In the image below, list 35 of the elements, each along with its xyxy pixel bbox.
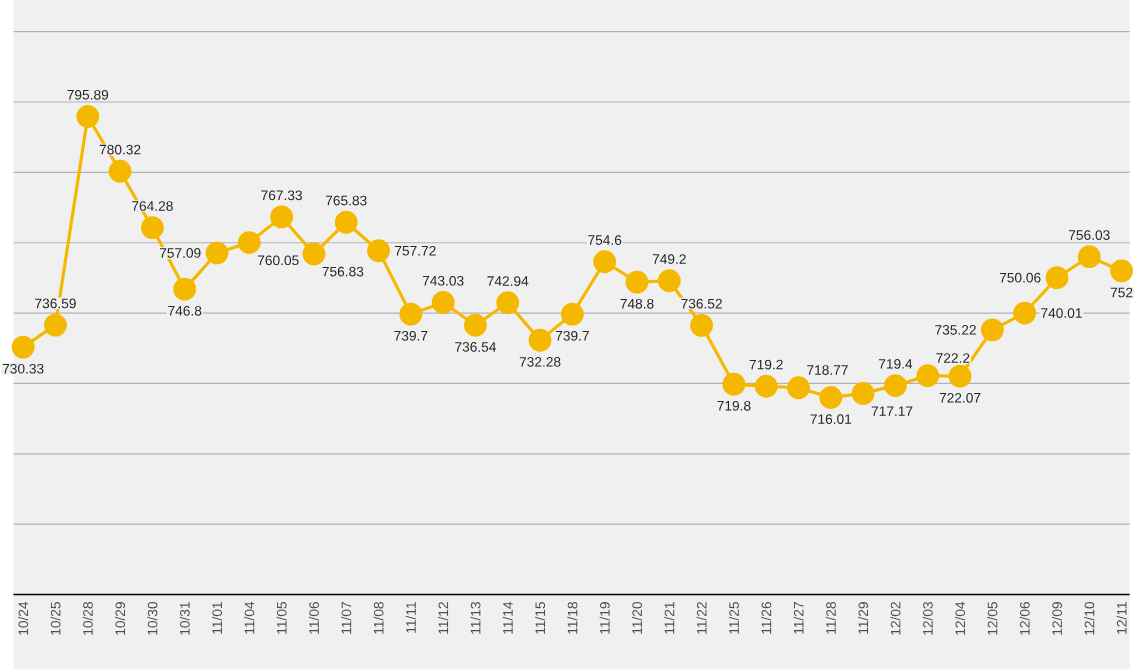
point bbox=[1077, 245, 1101, 269]
point bbox=[173, 278, 197, 301]
point bbox=[625, 271, 649, 294]
point bbox=[948, 365, 972, 388]
point bbox=[657, 269, 681, 293]
point bbox=[690, 314, 714, 338]
point bbox=[980, 318, 1004, 342]
point bbox=[334, 211, 358, 234]
point bbox=[787, 376, 810, 400]
point bbox=[464, 314, 487, 338]
point bbox=[528, 329, 552, 352]
point bbox=[819, 386, 843, 410]
point bbox=[237, 231, 261, 255]
point bbox=[367, 239, 390, 263]
point bbox=[754, 375, 778, 399]
point bbox=[76, 105, 100, 129]
point bbox=[1013, 301, 1037, 325]
point bbox=[205, 241, 229, 265]
point bbox=[11, 336, 35, 359]
point bbox=[108, 160, 132, 183]
point bbox=[140, 216, 164, 240]
point bbox=[722, 373, 746, 396]
point bbox=[399, 303, 423, 326]
point bbox=[916, 364, 940, 388]
point bbox=[560, 303, 584, 326]
point bbox=[44, 314, 67, 337]
point bbox=[1110, 259, 1133, 283]
point bbox=[431, 291, 455, 315]
point bbox=[1045, 266, 1069, 290]
point bbox=[884, 374, 907, 398]
point bbox=[593, 250, 617, 274]
point bbox=[496, 291, 520, 315]
point bbox=[302, 242, 326, 266]
point bbox=[851, 382, 875, 406]
point bbox=[270, 205, 294, 229]
